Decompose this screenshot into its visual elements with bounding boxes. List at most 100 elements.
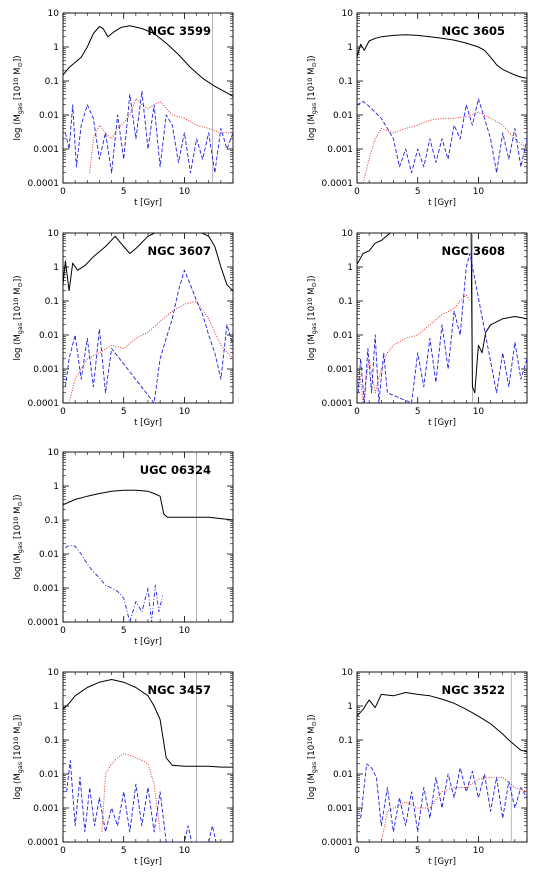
y-tick-label: 0.01	[39, 331, 59, 341]
y-axis-label: log (Mgas [1010 M⊙])	[12, 55, 24, 140]
x-tick-label: 0	[354, 187, 360, 197]
series-line-solid-total	[357, 34, 527, 79]
series-line-dotted-red	[101, 753, 161, 832]
x-tick-label: 10	[473, 407, 485, 417]
y-tick-label: 0.1	[45, 736, 59, 746]
x-tick-label: 10	[179, 187, 191, 197]
y-tick-label: 0.1	[339, 297, 353, 307]
x-tick-label: 5	[121, 407, 127, 417]
y-axis-label: log (Mgas [1010 M⊙])	[306, 55, 318, 140]
panel-title: NGC 3599	[147, 24, 211, 38]
y-tick-label: 10	[342, 229, 354, 239]
x-tick-label: 0	[60, 626, 66, 636]
plot-frame	[62, 12, 234, 184]
series-line-dashed-blue	[64, 269, 233, 403]
panel-ngc-3608: 0.0001 0.001 0.01 0.1 1 10 0 5 10 t [Gyr] log (Mga…	[306, 229, 528, 428]
y-tick-label: 0.01	[333, 331, 353, 341]
panel-ugc-06324: 0.0001 0.001 0.01 0.1 1 10 0 5 10 t [Gyr] log (Mga…	[12, 448, 234, 647]
panel-ngc-3522: 0.0001 0.001 0.01 0.1 1 10 0 5 10 t [Gyr] log (Mga…	[306, 668, 528, 867]
x-axis-label: t [Gyr]	[428, 857, 456, 867]
y-tick-label: 0.1	[339, 77, 353, 87]
y-axis-label: log (Mgas [1010 M⊙])	[12, 714, 24, 799]
x-tick-label: 0	[60, 407, 66, 417]
series-line-dashed-blue	[66, 760, 217, 842]
panel-title: NGC 3607	[147, 244, 211, 258]
series-line-solid-total	[357, 692, 527, 753]
x-tick-label: 10	[179, 626, 191, 636]
series-line-dashed-blue	[357, 253, 527, 403]
y-tick-label: 0.001	[327, 145, 353, 155]
series-line-solid-total	[63, 489, 233, 521]
x-axis-label: t [Gyr]	[134, 637, 162, 647]
plot-frame	[356, 232, 528, 404]
y-tick-label: 10	[342, 9, 354, 19]
y-tick-label: 0.0001	[322, 179, 354, 189]
series-line-dashed-blue	[64, 90, 233, 174]
x-tick-label: 10	[179, 407, 191, 417]
y-tick-label: 0.01	[39, 111, 59, 121]
x-tick-label: 10	[179, 846, 191, 856]
x-tick-label: 0	[354, 846, 360, 856]
y-axis-label: log (Mgas [1010 M⊙])	[306, 714, 318, 799]
x-tick-label: 5	[415, 407, 421, 417]
y-tick-label: 1	[53, 43, 59, 53]
series-line-solid-total	[63, 233, 233, 292]
plot-frame	[62, 671, 234, 843]
y-tick-label: 10	[48, 229, 60, 239]
panel-ngc-3607: 0.0001 0.001 0.01 0.1 1 10 0 5 10 t [Gyr] log (Mga…	[12, 229, 234, 428]
x-tick-label: 5	[121, 626, 127, 636]
y-tick-label: 0.1	[45, 516, 59, 526]
series-line-dotted-red	[89, 98, 233, 173]
x-axis-label: t [Gyr]	[428, 198, 456, 208]
y-tick-label: 0.0001	[322, 838, 354, 848]
y-tick-label: 0.01	[39, 550, 59, 560]
y-tick-label: 0.01	[333, 770, 353, 780]
x-tick-label: 0	[354, 407, 360, 417]
y-tick-label: 0.0001	[28, 399, 60, 409]
plot-frame	[62, 232, 234, 404]
y-tick-label: 10	[48, 668, 60, 678]
series-group	[63, 679, 233, 842]
series-line-dotted-red	[362, 111, 527, 183]
y-tick-label: 0.1	[45, 77, 59, 87]
y-tick-label: 1	[53, 482, 59, 492]
plot-frame	[62, 451, 234, 623]
panel-title: NGC 3608	[441, 244, 505, 258]
series-line-solid-total	[63, 25, 233, 97]
y-axis-label: log (Mgas [1010 M⊙])	[12, 494, 24, 579]
y-tick-label: 0.1	[45, 297, 59, 307]
y-tick-label: 0.01	[333, 111, 353, 121]
series-line-dashdot-blue	[65, 544, 164, 622]
panel-title: NGC 3522	[441, 683, 505, 697]
x-tick-label: 0	[60, 846, 66, 856]
x-tick-label: 5	[415, 187, 421, 197]
y-tick-label: 0.0001	[28, 838, 60, 848]
series-group	[357, 233, 527, 403]
y-tick-label: 0.001	[33, 804, 59, 814]
y-tick-label: 0.0001	[322, 399, 354, 409]
series-line-solid-total	[63, 679, 233, 768]
y-tick-label: 1	[347, 43, 353, 53]
y-tick-label: 0.001	[327, 365, 353, 375]
x-tick-label: 0	[60, 187, 66, 197]
series-line-solid-total	[357, 233, 527, 394]
y-tick-label: 1	[53, 702, 59, 712]
series-group	[63, 233, 233, 403]
x-axis-label: t [Gyr]	[134, 857, 162, 867]
y-tick-label: 0.0001	[28, 179, 60, 189]
series-group	[63, 25, 233, 174]
y-tick-label: 0.01	[39, 770, 59, 780]
panel-title: UGC 06324	[140, 463, 211, 477]
y-tick-label: 1	[347, 702, 353, 712]
y-tick-label: 0.001	[33, 145, 59, 155]
x-tick-label: 5	[415, 846, 421, 856]
y-tick-label: 1	[53, 263, 59, 273]
panel-ngc-3599: 0.0001 0.001 0.01 0.1 1 10 0 5 10 t [Gyr] log (Mga…	[12, 9, 234, 208]
y-tick-label: 10	[48, 448, 60, 458]
y-tick-label: 0.001	[33, 365, 59, 375]
series-line-dotted-red	[380, 776, 527, 842]
x-tick-label: 5	[121, 187, 127, 197]
series-group	[63, 489, 233, 622]
y-tick-label: 0.0001	[28, 618, 60, 628]
